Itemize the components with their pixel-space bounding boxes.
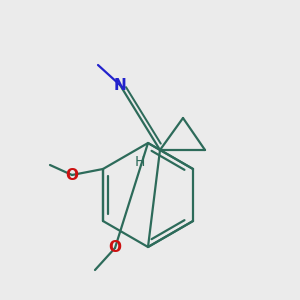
- Text: N: N: [114, 77, 126, 92]
- Text: O: O: [109, 241, 122, 256]
- Text: O: O: [65, 167, 79, 182]
- Text: H: H: [135, 155, 145, 169]
